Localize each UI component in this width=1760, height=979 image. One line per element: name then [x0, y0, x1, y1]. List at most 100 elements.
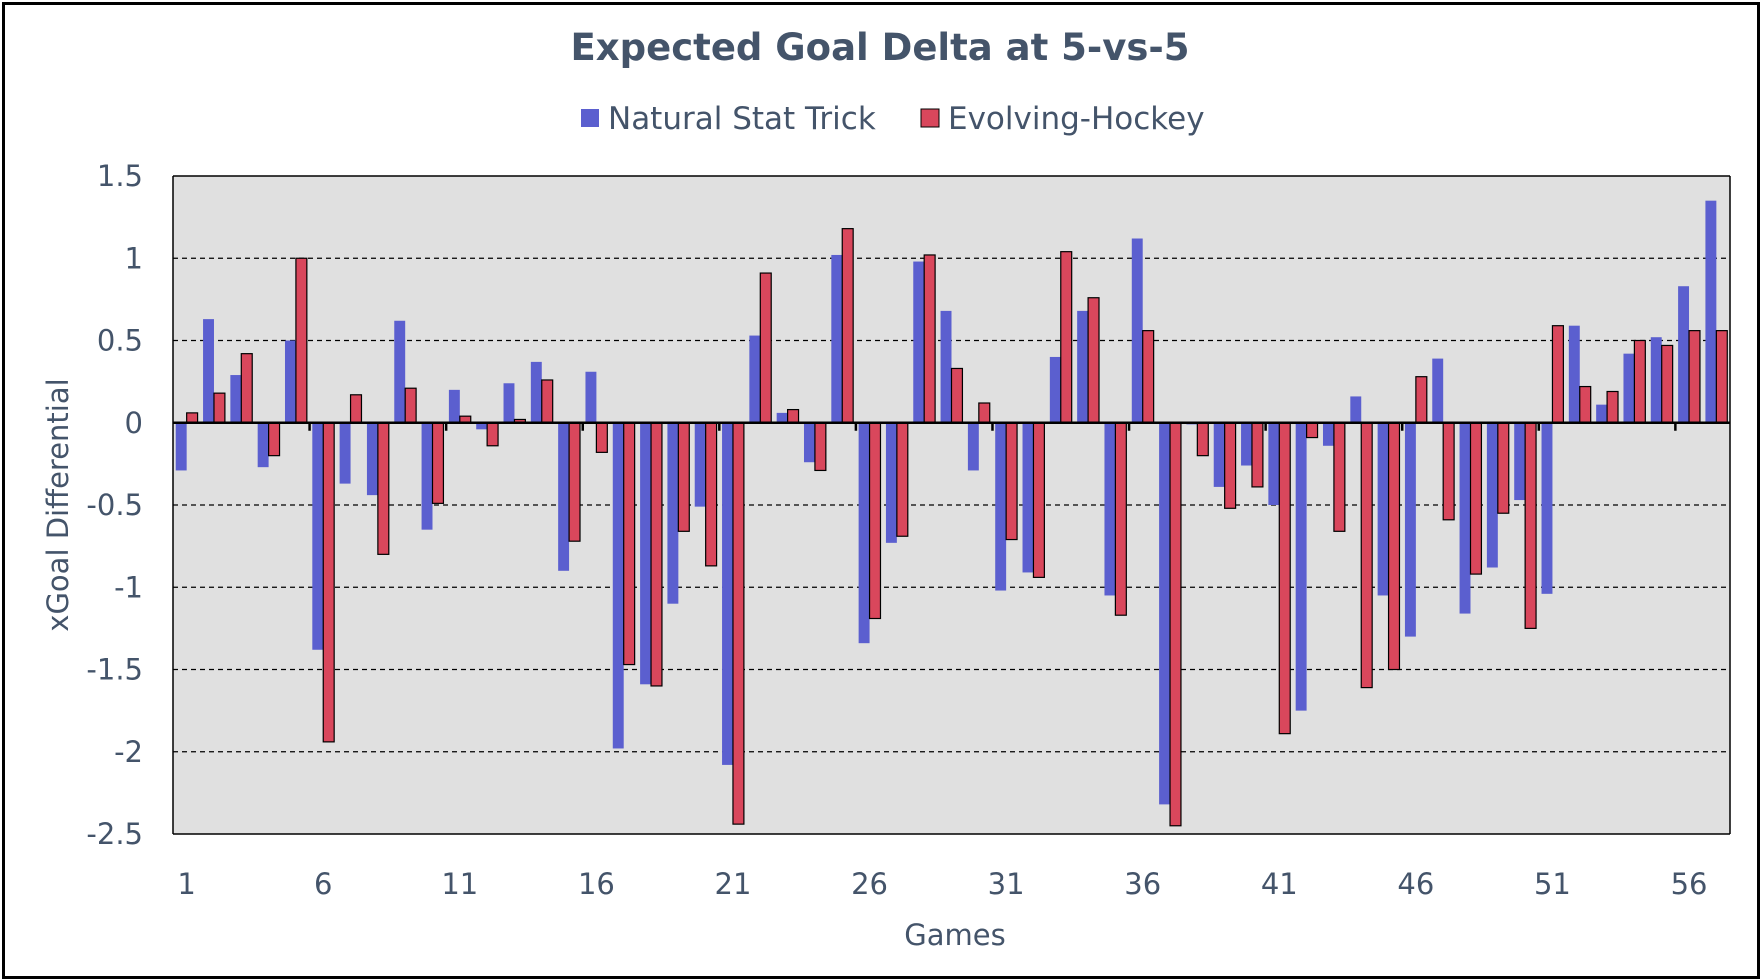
bar-natural-stat-trick-game-5 — [284, 340, 296, 423]
legend-label-evolving-hockey: Evolving-Hockey — [948, 101, 1205, 137]
bar-natural-stat-trick-game-57 — [1705, 200, 1717, 423]
bar-evolving-hockey-game-40 — [1251, 422, 1264, 488]
bar-evolving-hockey-game-28 — [923, 254, 936, 424]
bar-evolving-hockey-game-57 — [1715, 330, 1728, 424]
bar-evolving-hockey-game-51 — [1551, 325, 1564, 424]
bar-evolving-hockey-game-54 — [1633, 339, 1646, 424]
bar-natural-stat-trick-game-28 — [913, 261, 925, 423]
bar-natural-stat-trick-game-3 — [230, 375, 242, 423]
bar-evolving-hockey-game-18 — [650, 422, 663, 687]
bar-natural-stat-trick-game-42 — [1295, 422, 1307, 711]
bar-evolving-hockey-game-17 — [623, 422, 636, 666]
legend-swatch-natural-stat-trick — [581, 109, 599, 127]
bar-natural-stat-trick-game-35 — [1104, 422, 1116, 596]
bar-evolving-hockey-game-42 — [1306, 422, 1319, 439]
legend-swatch-evolving-hockey — [920, 108, 940, 128]
bar-evolving-hockey-game-37 — [1169, 422, 1182, 827]
bar-natural-stat-trick-game-36 — [1131, 238, 1143, 423]
bar-evolving-hockey-game-46 — [1415, 376, 1428, 424]
bar-evolving-hockey-game-16 — [595, 422, 608, 453]
bar-natural-stat-trick-game-27 — [885, 422, 897, 543]
bar-evolving-hockey-game-10 — [431, 422, 445, 504]
bar-evolving-hockey-game-6 — [322, 422, 335, 743]
bar-evolving-hockey-game-47 — [1442, 422, 1455, 521]
bar-natural-stat-trick-game-25 — [831, 254, 843, 423]
bar-evolving-hockey-game-12 — [486, 422, 499, 447]
bars — [175, 200, 1728, 827]
bar-evolving-hockey-game-32 — [1032, 422, 1045, 578]
bar-natural-stat-trick-game-54 — [1623, 353, 1635, 423]
bar-natural-stat-trick-game-14 — [530, 361, 542, 423]
bar-evolving-hockey-game-24 — [814, 422, 827, 472]
bar-natural-stat-trick-game-24 — [803, 422, 815, 463]
bar-natural-stat-trick-game-22 — [749, 335, 761, 423]
bar-natural-stat-trick-game-55 — [1650, 337, 1662, 423]
x-tick-label: 56 — [1671, 867, 1708, 901]
bar-evolving-hockey-game-1 — [186, 412, 199, 424]
bar-evolving-hockey-game-43 — [1333, 422, 1346, 532]
bar-evolving-hockey-game-23 — [787, 408, 800, 424]
x-tick-label: 6 — [314, 867, 332, 901]
bar-evolving-hockey-game-15 — [568, 422, 581, 542]
bar-chart: Expected Goal Delta at 5-vs-5 Natural St… — [41, 26, 1731, 952]
bar-natural-stat-trick-game-52 — [1568, 325, 1580, 423]
bar-natural-stat-trick-game-6 — [312, 422, 324, 650]
bar-evolving-hockey-game-30 — [978, 402, 991, 424]
x-tick-label: 21 — [715, 867, 752, 901]
y-tick-label: 0.5 — [97, 324, 143, 358]
bar-natural-stat-trick-game-43 — [1322, 422, 1334, 446]
y-tick-labels: 1.5 1 0.5 0 -0.5 -1 -1.5 -2 -2.5 — [86, 159, 143, 851]
x-tick-label: 1 — [177, 867, 195, 901]
bar-natural-stat-trick-game-30 — [967, 422, 979, 471]
bar-natural-stat-trick-game-12 — [476, 422, 488, 430]
bar-natural-stat-trick-game-53 — [1596, 404, 1608, 423]
bar-natural-stat-trick-game-45 — [1377, 422, 1389, 596]
bar-evolving-hockey-game-53 — [1606, 390, 1619, 424]
bar-evolving-hockey-game-8 — [377, 422, 390, 555]
bar-natural-stat-trick-game-19 — [667, 422, 679, 604]
bar-evolving-hockey-game-45 — [1387, 422, 1401, 671]
bar-natural-stat-trick-game-20 — [694, 422, 706, 507]
bar-evolving-hockey-game-20 — [705, 422, 718, 567]
bar-natural-stat-trick-game-44 — [1350, 396, 1362, 423]
x-tick-label: 51 — [1534, 867, 1571, 901]
x-tick-label: 16 — [578, 867, 615, 901]
x-axis-title: Games — [904, 918, 1005, 952]
x-tick-label: 31 — [988, 867, 1025, 901]
y-tick-label: 1 — [125, 241, 143, 275]
y-tick-label: -2.5 — [86, 817, 143, 851]
bar-natural-stat-trick-game-15 — [558, 422, 570, 571]
bar-evolving-hockey-game-48 — [1469, 422, 1483, 575]
bar-natural-stat-trick-game-51 — [1541, 422, 1553, 594]
bar-evolving-hockey-game-35 — [1114, 422, 1127, 616]
bar-natural-stat-trick-game-8 — [366, 422, 378, 496]
x-tick-labels: 1 6 11 16 21 26 31 36 41 46 51 56 — [177, 867, 1707, 901]
bar-evolving-hockey-game-2 — [213, 392, 226, 424]
y-tick-label: -0.5 — [86, 488, 143, 522]
bar-evolving-hockey-game-9 — [404, 387, 417, 424]
bar-evolving-hockey-game-27 — [896, 422, 909, 537]
bar-natural-stat-trick-game-34 — [1077, 310, 1089, 423]
bar-natural-stat-trick-game-13 — [503, 383, 515, 423]
bar-natural-stat-trick-game-33 — [1049, 356, 1061, 423]
x-tick-label: 26 — [851, 867, 888, 901]
bar-natural-stat-trick-game-46 — [1404, 422, 1416, 637]
legend: Natural Stat Trick Evolving-Hockey — [581, 101, 1205, 137]
x-tick-label: 41 — [1261, 867, 1298, 901]
bar-natural-stat-trick-game-49 — [1486, 422, 1498, 568]
bar-natural-stat-trick-game-16 — [585, 371, 597, 423]
bar-evolving-hockey-game-26 — [868, 422, 882, 620]
bar-evolving-hockey-game-7 — [349, 394, 363, 424]
y-tick-label: 0 — [125, 406, 143, 440]
bar-evolving-hockey-game-55 — [1661, 344, 1674, 424]
bar-natural-stat-trick-game-56 — [1678, 286, 1690, 423]
chart-title: Expected Goal Delta at 5-vs-5 — [570, 26, 1189, 69]
bar-natural-stat-trick-game-7 — [339, 422, 351, 484]
bar-natural-stat-trick-game-23 — [776, 412, 788, 423]
bar-natural-stat-trick-game-4 — [257, 422, 269, 468]
bar-natural-stat-trick-game-31 — [995, 422, 1007, 591]
bar-natural-stat-trick-game-17 — [612, 422, 624, 749]
bar-evolving-hockey-game-25 — [841, 228, 854, 424]
bar-evolving-hockey-game-29 — [950, 367, 964, 424]
